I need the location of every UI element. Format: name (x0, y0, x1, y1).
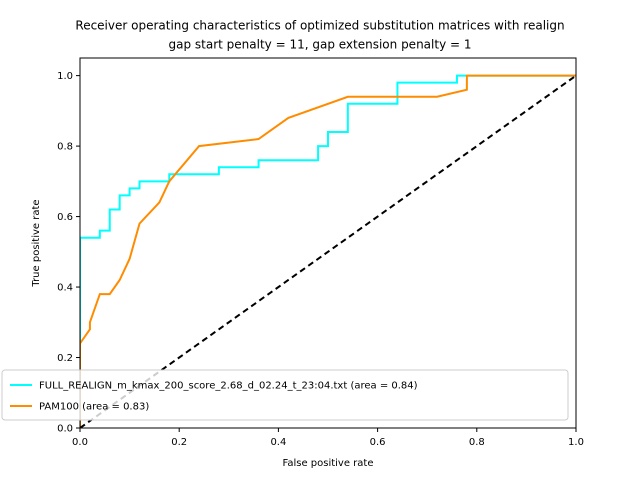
x-tick-label: 1.0 (568, 437, 584, 448)
x-tick-label: 0.2 (171, 437, 187, 448)
plot-frame (79, 57, 577, 429)
series-line-1 (80, 74, 576, 428)
x-tick-label: 0.8 (469, 437, 485, 448)
x-tick-label: 0.4 (270, 437, 286, 448)
y-axis-label: True positive rate (31, 199, 42, 287)
legend-label-2: PAM100 (area = 0.83) (39, 402, 149, 413)
chart-title: Receiver operating characteristics of op… (75, 19, 564, 33)
plot-lines (80, 74, 576, 428)
legend-label-1: FULL_REALIGN_m_kmax_200_score_2.68_d_02.… (39, 381, 418, 392)
x-axis-label: False positive rate (283, 458, 374, 469)
y-tick-label: 0.8 (57, 142, 73, 153)
series-line-2 (80, 74, 576, 428)
y-tick-label: 0.0 (57, 424, 73, 435)
y-tick-label: 0.4 (57, 283, 73, 294)
x-tick-label: 0.0 (72, 437, 88, 448)
chart-subtitle: gap start penalty = 11, gap extension pe… (169, 38, 472, 52)
legend-box (1, 369, 569, 421)
legend: FULL_REALIGN_m_kmax_200_score_2.68_d_02.… (1, 369, 569, 421)
y-tick-label: 0.2 (57, 353, 73, 364)
axis-ticks: 0.0 0.2 0.4 0.6 0.8 1.0 0.0 0.2 0.4 0.6 0.8 1.0 (57, 71, 584, 448)
plot-area (80, 58, 576, 428)
y-tick-label: 1.0 (57, 71, 73, 82)
y-tick-label: 0.6 (57, 212, 73, 223)
reference-diagonal-line (80, 74, 576, 428)
x-tick-label: 0.6 (370, 437, 386, 448)
